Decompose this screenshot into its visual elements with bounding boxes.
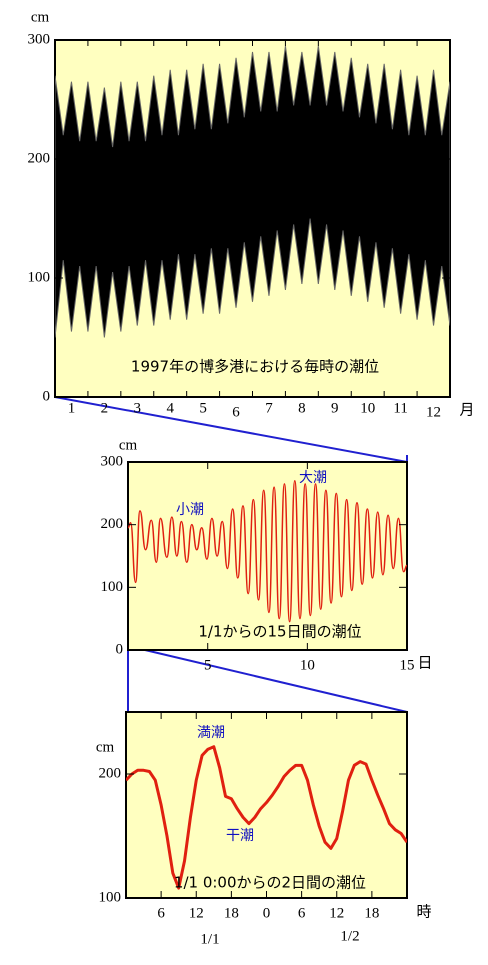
x-unit: 日	[417, 654, 432, 672]
y-tick-label: 200	[28, 150, 51, 166]
annotation: 小潮	[176, 502, 204, 518]
y-tick-label: 300	[28, 31, 51, 47]
x-tick-label: 9	[331, 400, 339, 416]
x-unit: 月	[459, 401, 474, 419]
plot-area	[125, 711, 408, 899]
x-tick-label: 11	[393, 400, 407, 416]
tide-band	[55, 45, 450, 338]
x-tick-label: 18	[364, 905, 379, 921]
x-tick-label: 0	[263, 905, 271, 921]
y-tick-label: 200	[101, 516, 124, 532]
x-tick-label: 12	[329, 905, 344, 921]
annotation: 満潮	[197, 725, 225, 741]
x-tick-label: 1	[68, 400, 76, 416]
y-unit: cm	[119, 437, 138, 453]
x-tick-label: 12	[426, 404, 441, 420]
x-tick-label: 6	[298, 905, 306, 921]
date-label: 1/2	[340, 928, 359, 944]
y-tick-label: 100	[101, 579, 124, 595]
x-tick-label: 10	[300, 657, 315, 673]
y-tick-label: 0	[43, 388, 51, 404]
x-tick-label: 18	[224, 905, 239, 921]
annotation: 干潮	[226, 828, 254, 844]
x-tick-label: 8	[298, 400, 306, 416]
y-tick-label: 100	[99, 889, 122, 905]
tide-line	[126, 745, 407, 890]
zoom-connector	[54, 396, 408, 463]
x-tick-label: 5	[199, 400, 207, 416]
annotation: 大潮	[299, 470, 327, 486]
x-unit: 時	[416, 903, 431, 921]
chart-title: 1/1からの15日間の潮位	[198, 623, 361, 641]
tide-line	[128, 480, 407, 623]
x-tick-label: 6	[232, 404, 240, 420]
x-tick-label: 7	[265, 400, 273, 416]
x-tick-label: 10	[360, 400, 375, 416]
y-tick-label: 100	[28, 269, 51, 285]
x-tick-label: 15	[400, 657, 415, 673]
x-tick-label: 2	[101, 400, 109, 416]
date-label: 1/1	[200, 931, 219, 947]
x-tick-label: 12	[189, 905, 204, 921]
x-tick-label: 5	[204, 657, 212, 673]
zoom-connector	[144, 649, 408, 713]
y-unit: cm	[31, 9, 50, 25]
x-tick-label: 3	[134, 400, 142, 416]
chart-title: 1997年の博多港における毎時の潮位	[131, 358, 379, 376]
y-tick-label: 0	[116, 641, 124, 657]
x-tick-label: 4	[166, 400, 174, 416]
y-tick-label: 200	[99, 765, 122, 781]
y-tick-label: 300	[101, 453, 124, 469]
y-unit: cm	[96, 739, 115, 755]
x-tick-label: 6	[157, 905, 165, 921]
chart-title: 1/1 0:00からの2日間の潮位	[174, 874, 366, 892]
